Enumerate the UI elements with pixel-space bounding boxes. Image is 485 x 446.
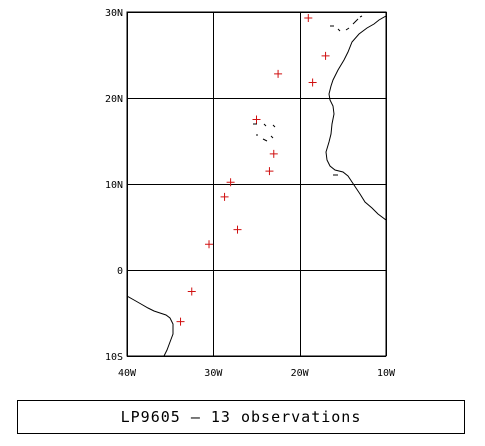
lat-tick-label: 10N (105, 180, 123, 191)
observation-marker (220, 192, 229, 201)
tick-labels: 40W 30W 20W 10W 30N 20N 10N 0 10S (105, 8, 396, 379)
canary-islands (330, 15, 363, 32)
observation-marker (321, 51, 330, 60)
graticule (127, 12, 387, 357)
map-frame (126, 11, 387, 357)
observation-marker (252, 115, 261, 124)
caption-box: LP9605 — 13 observations (17, 400, 465, 434)
observation-marker (265, 167, 274, 176)
lat-tick-label: 0 (117, 266, 123, 277)
observation-marker (187, 287, 196, 296)
observation-marker (269, 149, 278, 158)
observation-marker (304, 14, 313, 23)
lat-tick-label: 10S (105, 352, 123, 363)
observation-marker (233, 225, 242, 234)
coastlines (126, 15, 387, 357)
lon-tick-label: 10W (377, 368, 396, 379)
africa-coastline (325, 15, 387, 221)
map-plot: 40W 30W 20W 10W 30N 20N 10N 0 10S (105, 8, 396, 379)
lat-tick-label: 20N (105, 94, 123, 105)
observation-marker (205, 240, 214, 249)
caption-text: LP9605 — 13 observations (120, 408, 362, 426)
observation-markers (176, 14, 330, 326)
south-america-coastline (126, 295, 174, 357)
observation-marker (226, 178, 235, 187)
lon-tick-label: 40W (118, 368, 137, 379)
observation-marker (176, 317, 185, 326)
cape-verde-islands (253, 123, 276, 142)
observation-marker (308, 78, 317, 87)
lon-tick-label: 20W (291, 368, 310, 379)
observation-marker (274, 69, 283, 78)
lat-tick-label: 30N (105, 8, 123, 19)
lon-tick-label: 30W (204, 368, 223, 379)
